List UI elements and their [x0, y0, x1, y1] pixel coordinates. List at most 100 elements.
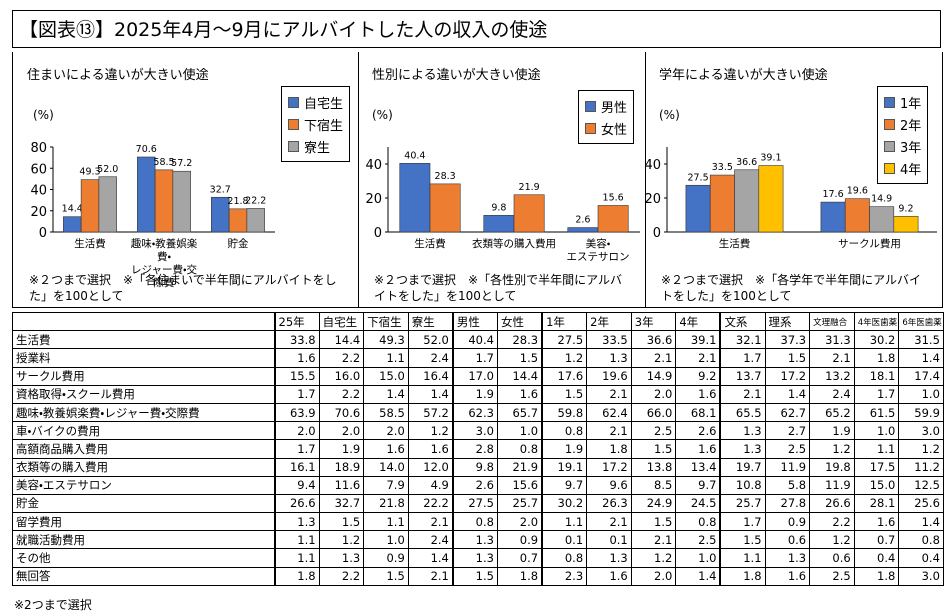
- table-cell: 2.0: [630, 566, 677, 586]
- table-cell: 52.0: [407, 330, 454, 350]
- bar: [597, 205, 629, 233]
- table-cell: 17.2: [586, 457, 632, 477]
- value-label: 70.6: [136, 144, 157, 155]
- value-label: 52.0: [97, 164, 118, 175]
- table-cell: 1.5: [719, 530, 766, 550]
- value-label: 9.2: [898, 203, 913, 214]
- legend-label: 女性: [601, 122, 628, 138]
- header-cell: 2年: [586, 311, 632, 332]
- table-cell: 1.6: [853, 512, 900, 532]
- table-cell: 1.5: [496, 348, 543, 368]
- table-cell: 0.8: [675, 512, 721, 532]
- chart-note: ※２つまで選択 ※「各性別で半年間にアルバイトをした」を100として: [374, 273, 622, 303]
- legend-item: 下宿生: [288, 113, 343, 135]
- table-cell: 1.7: [273, 384, 320, 404]
- table-cell: 21.9: [496, 457, 543, 477]
- table-cell: 1.5: [318, 512, 365, 532]
- table-cell: 11.9: [764, 457, 811, 477]
- table-cell: 17.0: [451, 366, 498, 386]
- chart-note: ※２つまで選択 ※「各住まいで半年間にアルバイトをした」を100として: [29, 273, 337, 303]
- table-cell: 61.5: [853, 402, 900, 423]
- table-cell: 16.0: [318, 366, 365, 386]
- table-row: 留学費用 1.3 1.5 1.1 2.1 0.8 2.0 1.1 2.1 1.5 0.8 1.7 0.9…: [12, 512, 944, 532]
- table-cell: 65.7: [496, 402, 543, 423]
- table-cell: 14.9: [630, 366, 677, 386]
- y-tick-label: 40: [365, 158, 382, 173]
- table-row: その他 1.1 1.3 0.9 1.4 1.3 0.7 0.8 1.3 1.2 1.0 1.1 1.3 0…: [12, 548, 944, 568]
- table-cell: 26.3: [586, 493, 632, 514]
- legend-label: 1年: [900, 96, 922, 112]
- table-cell: 1.5: [363, 566, 409, 586]
- table-cell: 2.1: [407, 566, 454, 586]
- table-cell: 0.9: [764, 512, 811, 532]
- table-cell: 2.2: [318, 384, 365, 404]
- row-label: 車・バイクの費用: [12, 421, 275, 441]
- value-label: 28.3: [435, 171, 456, 182]
- table-cell: 1.3: [586, 348, 632, 368]
- table-cell: 2.1: [675, 348, 721, 368]
- row-label: 就職活動費用: [12, 530, 275, 550]
- table-cell: 0.7: [853, 530, 900, 550]
- table-cell: 10.8: [719, 475, 766, 495]
- table-cell: 17.5: [853, 457, 900, 477]
- table-cell: 32.1: [719, 330, 766, 350]
- header-cell: 寮生: [407, 311, 454, 332]
- table-cell: 1.0: [363, 530, 409, 550]
- table-cell: 1.3: [586, 548, 632, 568]
- bar: [483, 215, 515, 233]
- table-cell: 26.6: [809, 493, 855, 514]
- header-cell: [12, 311, 275, 332]
- header-cell: 女性: [496, 311, 543, 332]
- table-cell: 1.5: [541, 384, 588, 404]
- table-cell: 2.1: [630, 348, 677, 368]
- legend-swatch: [884, 140, 895, 152]
- x-tick-label: 生活費: [74, 238, 106, 250]
- table-row: 生活費 33.8 14.4 49.3 52.0 40.4 28.3 27.5 33.5 36.6 3…: [12, 330, 944, 350]
- table-cell: 1.6: [407, 439, 454, 459]
- bar: [685, 184, 711, 233]
- table-cell: 1.8: [273, 566, 320, 586]
- table-cell: 1.1: [363, 348, 409, 368]
- value-label: 2.6: [575, 215, 590, 226]
- table-cell: 2.2: [809, 512, 855, 532]
- bar: [844, 198, 870, 233]
- table-cell: 1.5: [764, 348, 811, 368]
- table-cell: 11.2: [898, 457, 944, 477]
- table-cell: 19.1: [541, 457, 588, 477]
- table-cell: 17.2: [764, 366, 811, 386]
- y-tick-label: 20: [365, 192, 382, 207]
- bar: [98, 176, 117, 233]
- table-cell: 28.1: [853, 493, 900, 514]
- table-cell: 49.3: [363, 330, 409, 350]
- legend: 自宅生 下宿生 寮生: [281, 86, 351, 162]
- footnote: ※2つまで選択: [14, 598, 92, 612]
- table-cell: 1.5: [451, 566, 498, 586]
- table-cell: 22.2: [407, 493, 454, 514]
- table-cell: 1.4: [675, 566, 721, 586]
- table-cell: 1.0: [853, 421, 900, 441]
- table-cell: 2.1: [586, 512, 632, 532]
- header-cell: 25年: [273, 311, 320, 332]
- bar: [246, 208, 265, 233]
- row-label: 衣類等の購入費用: [12, 457, 275, 477]
- value-label: 36.6: [736, 157, 757, 168]
- table-cell: 1.0: [496, 421, 543, 441]
- table-cell: 3.0: [898, 566, 944, 586]
- header-cell: 1年: [541, 311, 588, 332]
- x-tick-label: 美容・ エステサロン: [566, 238, 630, 263]
- header-cell: 文理融合: [809, 311, 855, 332]
- table-cell: 14.4: [318, 330, 365, 350]
- value-label: 14.4: [62, 204, 83, 215]
- y-axis-label: (%): [372, 108, 393, 122]
- figure-title: 【図表⑬】2025年4月～9月にアルバイトした人の収入の使途: [12, 10, 941, 48]
- table-cell: 1.2: [407, 421, 454, 441]
- table-cell: 2.1: [586, 421, 632, 441]
- table-cell: 1.5: [630, 439, 677, 459]
- table-cell: 2.8: [451, 439, 498, 459]
- table-cell: 1.2: [809, 439, 855, 459]
- table-cell: 15.6: [496, 475, 543, 495]
- table-cell: 0.8: [496, 439, 543, 459]
- bar: [567, 227, 599, 233]
- table-row: 趣味・教養娯楽費・レジャー費・交際費 63.9 70.6 58.5 57.2 62.3 65…: [12, 402, 944, 423]
- table-cell: 36.6: [630, 330, 677, 350]
